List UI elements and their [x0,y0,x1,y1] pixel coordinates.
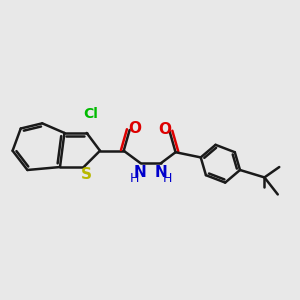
Text: H: H [163,172,172,184]
Text: N: N [134,165,146,180]
Text: N: N [155,165,168,180]
Text: Cl: Cl [84,107,98,122]
Text: O: O [128,121,141,136]
Text: S: S [81,167,92,182]
Text: H: H [129,172,139,184]
Text: O: O [158,122,171,137]
